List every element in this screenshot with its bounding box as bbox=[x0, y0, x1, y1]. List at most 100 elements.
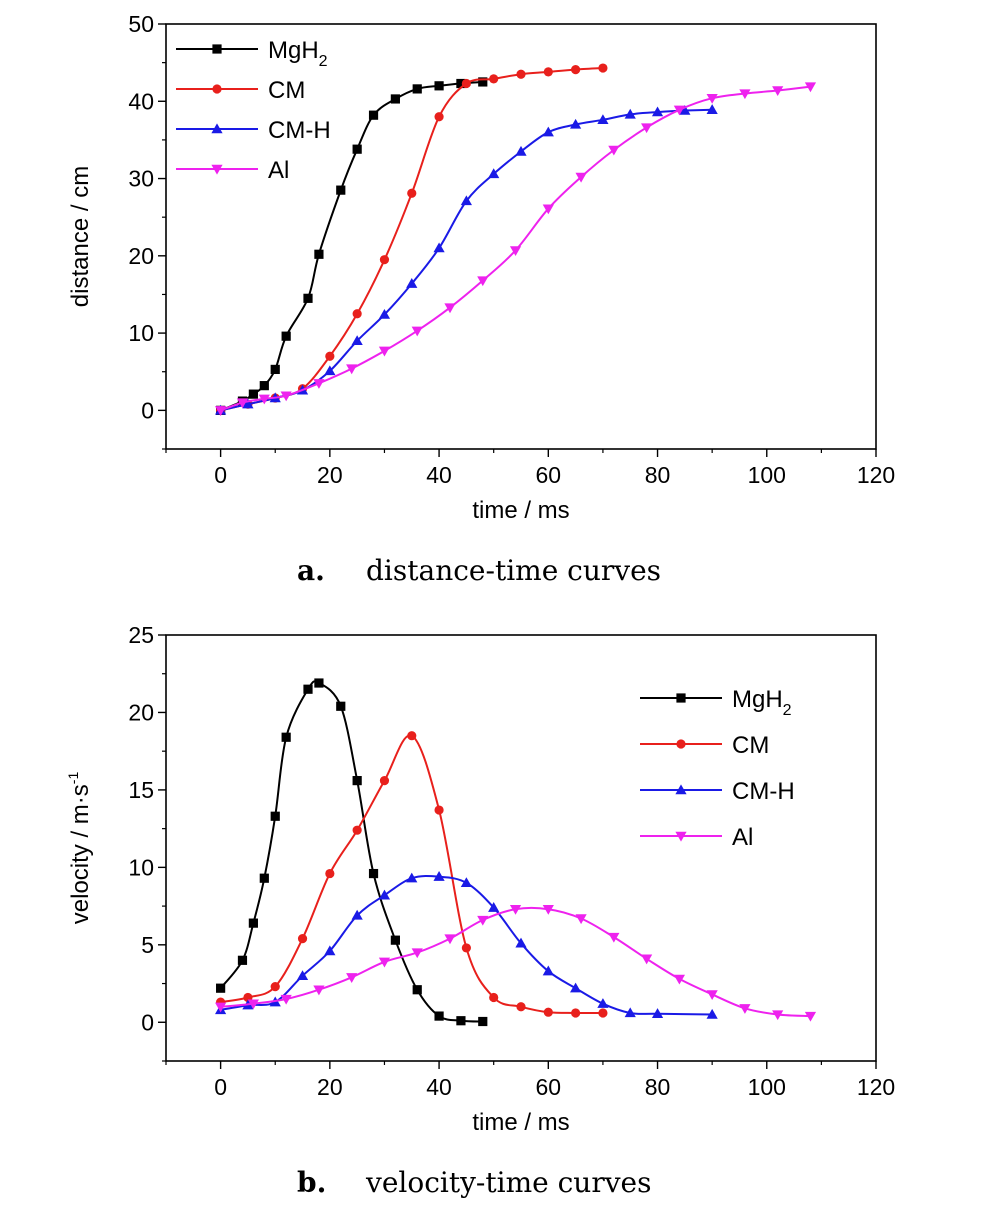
legend-marker bbox=[211, 164, 223, 175]
legend-label: CM bbox=[268, 77, 305, 104]
data-point bbox=[390, 94, 400, 104]
data-point bbox=[314, 249, 324, 259]
data-point bbox=[346, 973, 358, 983]
data-point bbox=[673, 105, 685, 116]
data-point bbox=[516, 69, 526, 79]
y-axis-label-superscript: -1 bbox=[65, 772, 81, 785]
data-point bbox=[378, 957, 391, 968]
data-point bbox=[270, 364, 280, 375]
legend-label-subscript: 2 bbox=[783, 702, 792, 719]
data-point bbox=[346, 364, 358, 375]
data-point bbox=[314, 678, 324, 688]
legend-entry: CM bbox=[640, 732, 769, 759]
data-point bbox=[433, 242, 445, 253]
data-point bbox=[456, 78, 466, 89]
y-tick-label: 10 bbox=[128, 320, 154, 346]
legend-entry: CM-H bbox=[640, 778, 795, 805]
data-point bbox=[236, 398, 249, 409]
data-point bbox=[248, 918, 258, 928]
data-point bbox=[478, 77, 488, 87]
data-point bbox=[461, 943, 471, 953]
y-axis-label: distance / cm bbox=[67, 166, 94, 307]
data-point bbox=[412, 84, 422, 94]
series-al bbox=[215, 82, 817, 416]
data-point bbox=[411, 326, 423, 337]
data-point bbox=[390, 935, 400, 945]
data-point bbox=[598, 63, 608, 73]
data-point bbox=[624, 1007, 636, 1018]
data-point bbox=[509, 904, 522, 915]
legend-marker bbox=[675, 831, 687, 842]
data-point bbox=[651, 1008, 664, 1018]
data-point bbox=[336, 185, 346, 195]
data-point bbox=[296, 970, 309, 980]
legend-label: MgH2 bbox=[732, 686, 792, 719]
data-point bbox=[460, 195, 472, 206]
legend-entry: MgH2 bbox=[176, 37, 328, 70]
data-point bbox=[379, 255, 390, 265]
legend-marker bbox=[676, 693, 686, 703]
legend-label: Al bbox=[268, 157, 289, 184]
data-point bbox=[303, 293, 313, 303]
data-point bbox=[368, 868, 379, 879]
data-point bbox=[679, 104, 691, 115]
legend-marker bbox=[211, 123, 223, 134]
y-axis-label: velocity / m·s-1 bbox=[65, 772, 94, 925]
data-point bbox=[434, 1011, 444, 1021]
y-tick-label: 5 bbox=[141, 932, 154, 958]
data-point bbox=[444, 303, 456, 314]
data-point bbox=[313, 379, 325, 389]
data-point bbox=[433, 871, 445, 881]
x-axis-label: time / ms bbox=[472, 497, 569, 524]
x-tick-label: 120 bbox=[857, 1074, 895, 1100]
data-point bbox=[406, 872, 418, 883]
data-point bbox=[571, 1008, 581, 1018]
data-point bbox=[509, 246, 522, 257]
data-point bbox=[336, 701, 346, 711]
data-point bbox=[434, 112, 444, 122]
data-point bbox=[352, 825, 362, 835]
data-point bbox=[456, 1016, 466, 1026]
y-tick-label: 25 bbox=[128, 622, 154, 648]
legend-entry: CM-H bbox=[176, 117, 331, 144]
data-point bbox=[352, 144, 362, 154]
series-line bbox=[220, 81, 483, 412]
data-point bbox=[804, 1011, 817, 1022]
x-tick-label: 100 bbox=[748, 462, 786, 488]
data-point bbox=[324, 365, 336, 376]
y-tick-label: 0 bbox=[141, 1009, 154, 1035]
data-point bbox=[804, 82, 817, 93]
data-point bbox=[570, 982, 582, 993]
data-point bbox=[412, 985, 422, 995]
data-point bbox=[258, 394, 270, 405]
legend-label: MgH2 bbox=[268, 37, 328, 70]
velocity-time-chart: 0 20 40 60 80 100 120 0 5 10 15 20 25 time / ms veloci… bbox=[65, 622, 895, 1136]
data-point bbox=[597, 114, 609, 125]
data-point bbox=[543, 67, 553, 77]
data-point bbox=[478, 1016, 488, 1027]
legend: MgH2 CM CM-H Al bbox=[640, 686, 795, 851]
data-point bbox=[477, 276, 489, 287]
y-tick-label: 10 bbox=[128, 854, 154, 880]
data-point bbox=[542, 904, 554, 915]
data-point bbox=[597, 998, 609, 1008]
data-point bbox=[270, 811, 280, 821]
data-point bbox=[247, 999, 259, 1010]
data-point bbox=[706, 104, 718, 114]
y-tick-label: 20 bbox=[128, 243, 154, 269]
x-tick-label: 0 bbox=[214, 462, 227, 488]
x-tick-label: 40 bbox=[426, 462, 452, 488]
data-point bbox=[352, 309, 362, 319]
data-point bbox=[351, 335, 363, 346]
data-point bbox=[575, 914, 587, 925]
data-point bbox=[772, 1010, 784, 1021]
data-point bbox=[216, 983, 226, 993]
data-point bbox=[477, 915, 489, 926]
data-point bbox=[624, 108, 636, 119]
legend-label: CM-H bbox=[732, 778, 795, 805]
data-point bbox=[460, 877, 472, 888]
data-point bbox=[411, 948, 423, 959]
data-point bbox=[407, 188, 417, 198]
x-tick-label: 80 bbox=[645, 462, 671, 488]
legend-entry: Al bbox=[176, 157, 289, 184]
